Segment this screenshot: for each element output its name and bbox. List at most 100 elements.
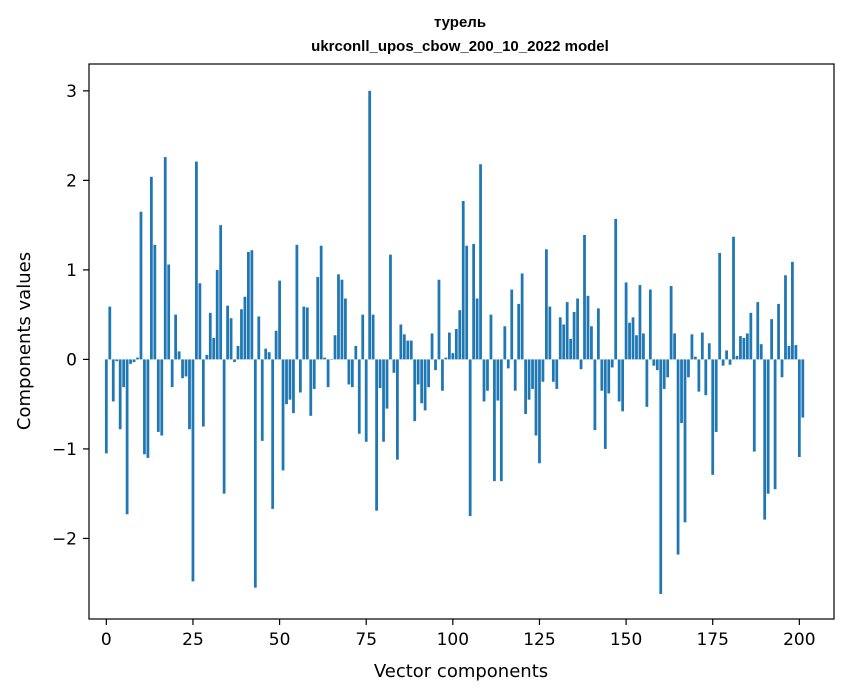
bar bbox=[461, 200, 465, 360]
bar bbox=[759, 344, 763, 360]
bar bbox=[382, 359, 385, 442]
bar bbox=[375, 359, 378, 511]
bar bbox=[333, 335, 337, 360]
bar bbox=[385, 359, 389, 409]
bar bbox=[638, 285, 642, 360]
bar bbox=[739, 336, 742, 360]
bar bbox=[215, 269, 219, 360]
bar bbox=[125, 359, 129, 515]
bar bbox=[447, 332, 451, 360]
bar bbox=[510, 289, 514, 360]
bar bbox=[648, 289, 652, 360]
bar bbox=[475, 298, 479, 360]
y-tick-label: −2 bbox=[52, 529, 77, 549]
bar bbox=[801, 359, 805, 418]
bar bbox=[295, 244, 299, 360]
bar bbox=[253, 359, 257, 588]
bar bbox=[420, 359, 424, 404]
bar bbox=[444, 357, 448, 360]
bar bbox=[603, 359, 607, 449]
bar bbox=[167, 264, 171, 360]
bar bbox=[454, 328, 458, 360]
bar bbox=[752, 359, 756, 452]
bar bbox=[642, 333, 645, 360]
x-tick-label: 150 bbox=[610, 630, 642, 650]
bar bbox=[243, 296, 247, 360]
bar bbox=[714, 359, 718, 432]
bar bbox=[725, 350, 728, 360]
bar bbox=[614, 218, 618, 360]
bar bbox=[669, 286, 673, 360]
bar bbox=[555, 359, 559, 389]
bar bbox=[115, 359, 119, 362]
bar bbox=[392, 359, 396, 373]
bar bbox=[149, 176, 153, 360]
bar bbox=[590, 326, 593, 360]
bar bbox=[704, 359, 708, 396]
bar bbox=[240, 309, 243, 360]
plot-frame bbox=[88, 63, 835, 620]
bar bbox=[662, 359, 666, 389]
bar bbox=[368, 90, 372, 360]
bar bbox=[357, 359, 361, 434]
bar bbox=[226, 305, 229, 360]
bar bbox=[427, 359, 430, 388]
bar bbox=[784, 275, 787, 360]
bar bbox=[143, 359, 146, 455]
bar bbox=[191, 359, 195, 582]
bar bbox=[545, 249, 548, 360]
bar bbox=[451, 353, 455, 360]
bar bbox=[330, 359, 333, 360]
bar bbox=[340, 279, 344, 360]
bar bbox=[139, 211, 143, 360]
bar bbox=[707, 343, 711, 360]
bar bbox=[756, 302, 760, 360]
bar bbox=[305, 307, 309, 360]
bar bbox=[479, 164, 482, 360]
bar bbox=[163, 157, 167, 360]
bar bbox=[233, 359, 236, 363]
bar bbox=[292, 359, 295, 414]
bar bbox=[188, 359, 191, 430]
bar bbox=[666, 359, 670, 378]
bar bbox=[288, 359, 292, 400]
x-tick-label: 25 bbox=[182, 630, 204, 650]
bar bbox=[247, 251, 250, 360]
bar bbox=[624, 282, 628, 360]
bar bbox=[576, 298, 579, 360]
bar bbox=[170, 359, 174, 388]
bar bbox=[260, 359, 264, 441]
bar bbox=[181, 359, 184, 379]
bar bbox=[697, 359, 701, 392]
bar bbox=[551, 359, 555, 382]
y-axis-label: Components values bbox=[14, 252, 35, 430]
bar bbox=[527, 359, 531, 400]
bar bbox=[278, 280, 281, 360]
bar bbox=[413, 359, 417, 422]
bar bbox=[687, 359, 690, 378]
bar bbox=[354, 345, 358, 360]
x-tick-label: 0 bbox=[101, 630, 112, 650]
bar bbox=[271, 359, 275, 509]
bar bbox=[316, 277, 320, 360]
bar bbox=[565, 302, 569, 360]
bar bbox=[309, 359, 313, 416]
x-tick-label: 175 bbox=[696, 630, 728, 650]
bar bbox=[371, 314, 375, 360]
bar bbox=[264, 348, 268, 360]
bar bbox=[763, 359, 767, 520]
bar bbox=[794, 345, 798, 360]
bar bbox=[486, 359, 489, 391]
bar bbox=[437, 279, 441, 360]
bar bbox=[569, 338, 573, 360]
bar bbox=[579, 359, 583, 370]
bar bbox=[586, 295, 590, 360]
bar bbox=[531, 359, 534, 389]
bar bbox=[108, 306, 112, 360]
x-axis-ticks: 0 25 50 75 100 125 150 175 200 bbox=[101, 619, 816, 650]
bar bbox=[129, 359, 132, 364]
bar bbox=[205, 354, 209, 360]
bar bbox=[257, 316, 261, 360]
bar bbox=[236, 345, 240, 360]
